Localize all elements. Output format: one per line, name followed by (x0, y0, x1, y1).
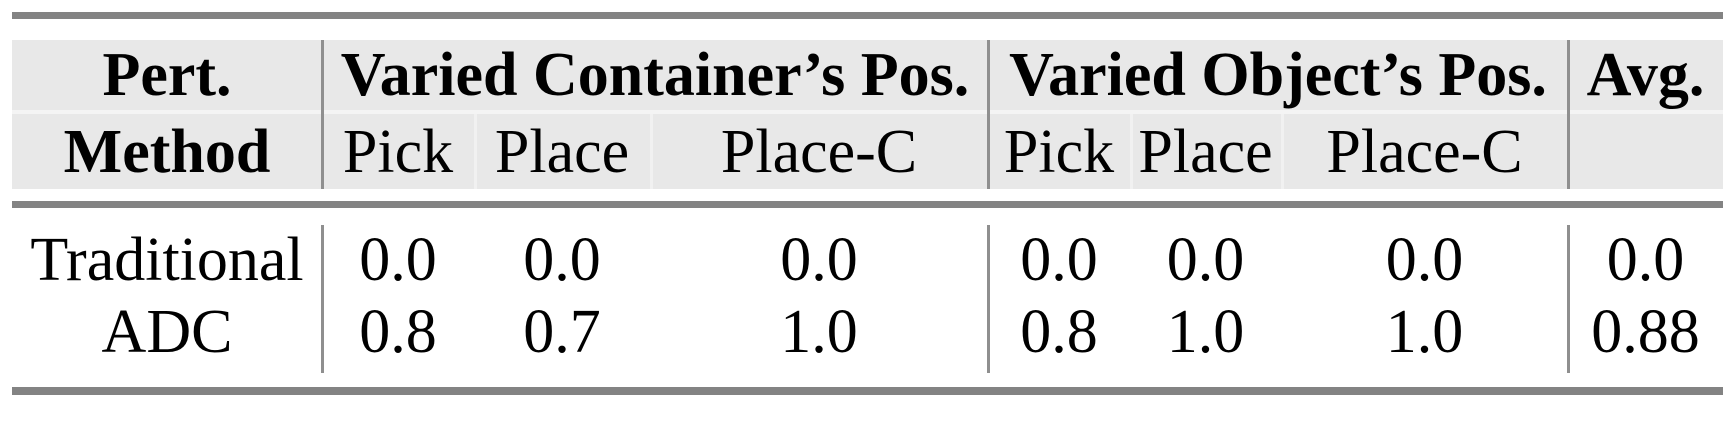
subheader-object-pick: Pick (1003, 117, 1115, 186)
cell-avg: 0.88 (1591, 298, 1700, 366)
bottom-rule (12, 387, 1723, 395)
mid-rule (12, 201, 1723, 208)
header-group-container: Varied Container’s Pos. (340, 41, 970, 109)
subheader-object-place-c: Place-C (1281, 114, 1568, 189)
cell-method: Traditional (30, 226, 304, 294)
header-row-subcolumns: Method Pick Place Place-C Pick Place Pla… (12, 114, 1723, 189)
header-row-groups: Pert. Varied Container’s Pos. Varied Obj… (12, 40, 1723, 110)
cell-object-pick: 0.0 (1020, 226, 1098, 294)
subheader-avg-empty (1568, 114, 1723, 189)
subheader-container-place-c: Place-C (650, 114, 988, 189)
table: Pert. Varied Container’s Pos. Varied Obj… (12, 0, 1723, 430)
cell-object-place-c: 1.0 (1385, 298, 1464, 366)
table-header: Pert. Varied Container’s Pos. Varied Obj… (12, 40, 1723, 189)
cell-container-place: 0.7 (523, 298, 601, 366)
header-avg: Avg. (1586, 41, 1705, 109)
subheader-container-pick: Pick (342, 117, 454, 186)
header-pert: Pert. (102, 41, 232, 109)
table-row: ADC 0.8 0.7 1.0 0.8 1.0 1.0 0.88 (12, 296, 1723, 368)
header-row-separator (12, 110, 1723, 114)
cell-object-place: 0.0 (1166, 226, 1245, 294)
column-divider-method (321, 40, 324, 189)
column-divider-groups-body (987, 225, 990, 373)
cell-container-place-c: 1.0 (780, 298, 858, 366)
cell-avg: 0.0 (1606, 226, 1685, 294)
cell-container-place-c: 0.0 (780, 226, 858, 294)
table-row: Traditional 0.0 0.0 0.0 0.0 0.0 0.0 0.0 (12, 224, 1723, 296)
column-divider-method-body (321, 225, 324, 373)
header-method: Method (63, 117, 271, 186)
subheader-container-place: Place (474, 114, 650, 189)
cell-object-place: 1.0 (1166, 298, 1245, 366)
cell-method: ADC (101, 298, 233, 366)
header-group-object: Varied Object’s Pos. (1009, 41, 1547, 109)
cell-container-pick: 0.8 (359, 298, 437, 366)
cell-object-place-c: 0.0 (1385, 226, 1464, 294)
cell-container-pick: 0.0 (359, 226, 437, 294)
column-divider-groups (987, 40, 990, 189)
column-divider-avg (1567, 40, 1570, 189)
cell-container-place: 0.0 (523, 226, 601, 294)
top-rule (12, 12, 1723, 19)
subheader-object-place: Place (1130, 114, 1281, 189)
cell-object-pick: 0.8 (1020, 298, 1098, 366)
column-divider-avg-body (1567, 225, 1570, 373)
